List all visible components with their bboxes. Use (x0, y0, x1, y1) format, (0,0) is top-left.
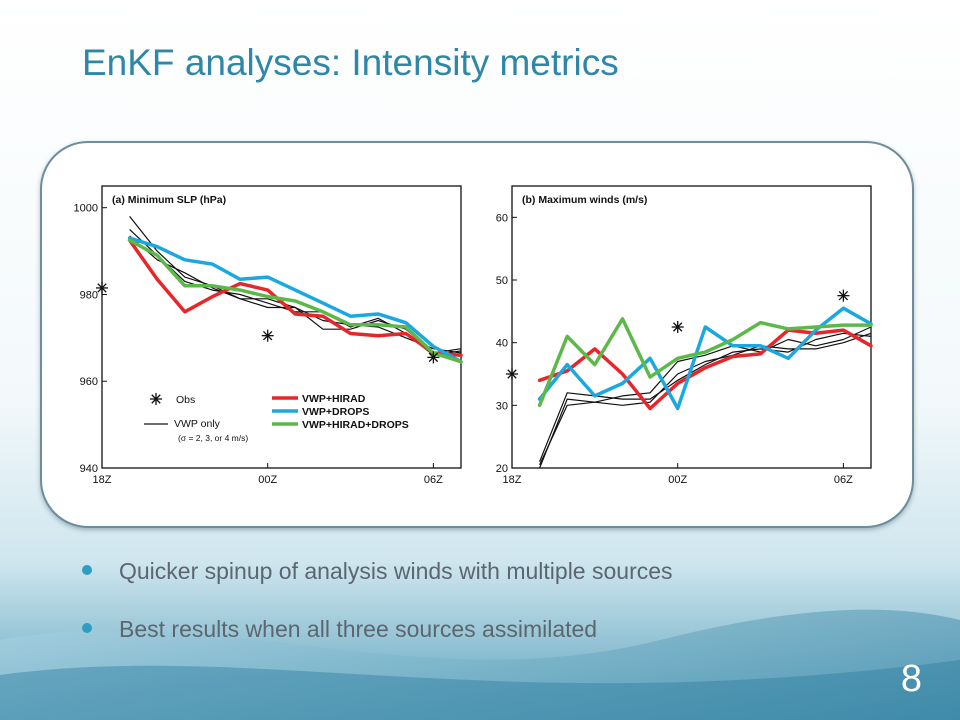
page-number: 8 (900, 658, 922, 700)
y-tick-label: 40 (496, 338, 508, 350)
chart-title: (b) Maximum winds (m/s) (522, 194, 647, 206)
series-line (127, 236, 463, 364)
series-line (127, 238, 463, 357)
y-tick-label: 50 (496, 275, 508, 287)
y-tick-label: 60 (496, 212, 508, 224)
bullet-dot-icon (82, 565, 92, 575)
x-tick-label: 18Z (93, 474, 112, 486)
obs-star-icon (427, 351, 440, 364)
series-line (537, 306, 873, 411)
vwp-only-line (129, 235, 462, 354)
vwp-only-line (539, 332, 872, 466)
legend-vwp-label: VWP only (174, 418, 221, 430)
legend-label: VWP+DROPS (302, 406, 369, 418)
slide-title: EnKF analyses: Intensity metrics (82, 42, 619, 83)
bullet-text: Best results when all three sources assi… (119, 616, 598, 642)
obs-star-icon (261, 329, 274, 342)
x-tick-label: 00Z (668, 474, 687, 486)
y-tick-label: 1000 (74, 203, 98, 215)
y-tick-label: 960 (80, 376, 98, 388)
y-tick-label: 980 (80, 289, 98, 301)
obs-star-icon (671, 321, 684, 333)
y-tick-label: 20 (496, 463, 508, 475)
obs-star-icon (506, 368, 518, 380)
y-tick-label: 940 (80, 463, 98, 475)
y-tick-label: 30 (496, 400, 508, 412)
legend-obs-label: Obs (176, 394, 195, 406)
x-tick-label: 00Z (258, 474, 277, 486)
obs-star-icon (96, 281, 108, 294)
legend-obs-star-icon (150, 393, 162, 405)
series-line (537, 317, 873, 408)
bullet-text: Quicker spinup of analysis winds with mu… (119, 558, 673, 584)
series-line (127, 238, 463, 364)
intensity-charts: 940 960 980 1000 18Z 00Z 06Z (a) Minimum SLP (h… (74, 185, 873, 486)
x-tick-label: 06Z (424, 474, 443, 486)
series-line (537, 328, 873, 411)
chart-title: (a) Minimum SLP (hPa) (112, 194, 226, 206)
legend-vwp-note: (σ = 2, 3, or 4 m/s) (178, 433, 248, 443)
legend-label: VWP+HIRAD (302, 393, 366, 405)
legend-label: VWP+HIRAD+DROPS (302, 419, 409, 431)
x-tick-label: 06Z (834, 474, 853, 486)
x-tick-label: 18Z (503, 474, 522, 486)
bullet-dot-icon (82, 623, 92, 633)
obs-star-icon (837, 289, 850, 302)
